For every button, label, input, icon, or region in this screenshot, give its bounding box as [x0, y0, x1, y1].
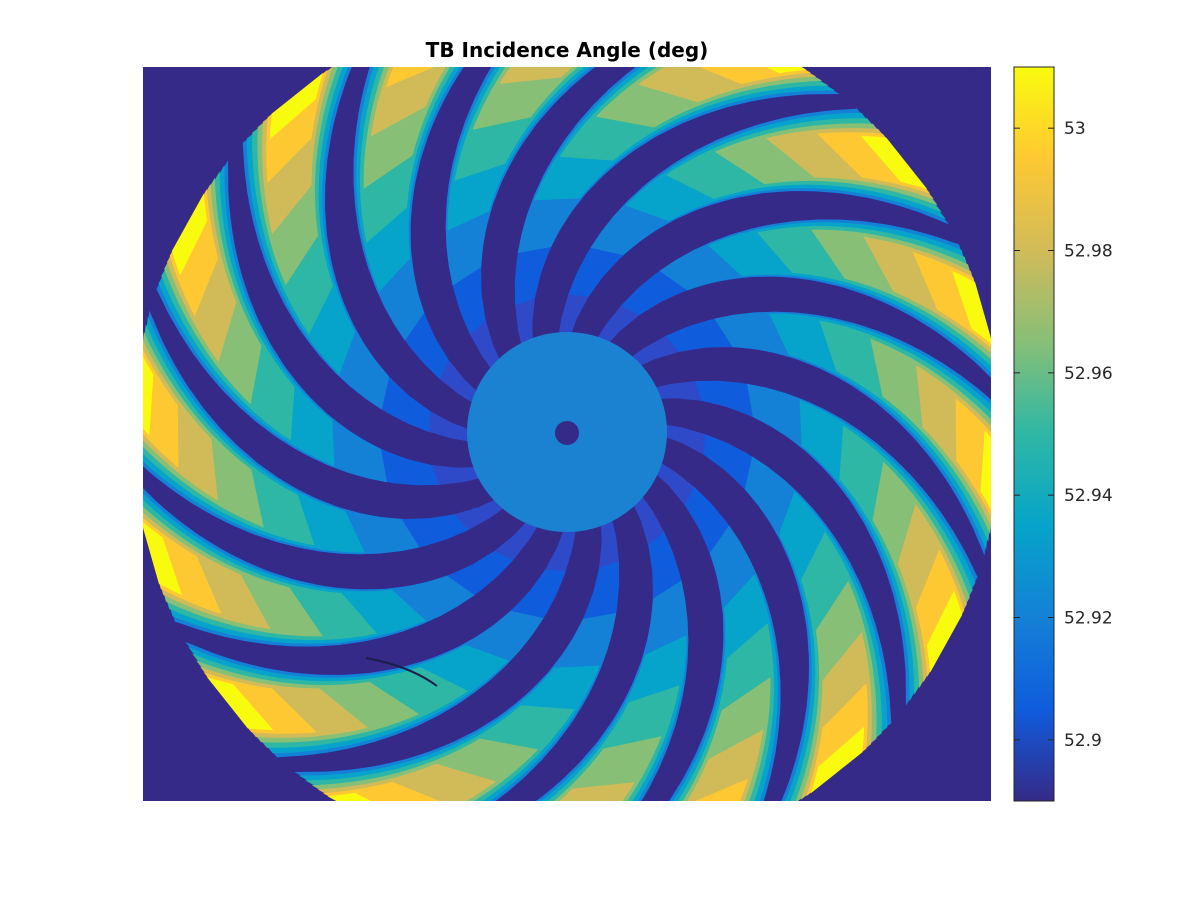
swath-contour-band — [565, 0, 650, 19]
swath — [649, 458, 781, 859]
swath — [656, 423, 892, 801]
swath-contour-band — [695, 778, 748, 801]
swath — [645, 380, 978, 706]
swath-contour-band — [143, 356, 154, 436]
swath — [623, 311, 991, 556]
colorbar-frame — [1013, 66, 1055, 802]
swath-contour-band — [143, 324, 315, 546]
colorbar: 52.9 52.92 52.94 52.96 52.98 53 — [1013, 66, 1113, 802]
swath-contour-band — [553, 736, 662, 801]
swath-contour-band — [143, 512, 271, 630]
swath-contour-band — [863, 236, 991, 354]
swath — [185, 522, 577, 758]
swath — [353, 67, 485, 408]
swath-contour-band — [386, 67, 434, 88]
swath — [480, 489, 689, 868]
swath-contour-band — [171, 193, 208, 276]
swath — [445, 0, 650, 377]
swath-contour-band — [980, 430, 991, 510]
swath — [294, 511, 620, 801]
colorbar-tick-label: 52.94 — [1064, 486, 1113, 506]
colorbar-tick-label: 52.9 — [1064, 731, 1102, 751]
colorbar-gradient — [1014, 67, 1054, 801]
plot-area — [143, 0, 991, 868]
swath — [143, 310, 511, 555]
swath — [557, 108, 949, 344]
colorbar-ticks: 52.9 52.92 52.94 52.96 52.98 53 — [1014, 119, 1113, 751]
colorbar-tick-label: 52.96 — [1064, 364, 1113, 384]
chart-title: TB Incidence Angle (deg) — [426, 38, 709, 62]
swath-contour-band — [206, 676, 274, 731]
swath-contour-band — [810, 726, 865, 794]
swath-contour-band — [860, 135, 928, 190]
swath — [143, 488, 542, 647]
swath — [592, 219, 991, 378]
colorbar-tick-label: 52.98 — [1064, 242, 1113, 262]
swath-contour-band — [819, 320, 991, 542]
swath — [156, 160, 489, 486]
center-hole — [555, 421, 579, 445]
swath-contour-band — [454, 67, 584, 181]
swath-contour-band — [766, 67, 807, 74]
swath-contour-band — [952, 270, 991, 344]
swath-contour-band — [485, 847, 570, 868]
swath-contour-band — [269, 72, 324, 140]
swath-contour-band — [143, 522, 182, 596]
swath — [514, 67, 840, 355]
swath-contour-band — [499, 67, 573, 84]
swath-contour-band — [143, 331, 264, 528]
swath-contour-band — [547, 685, 680, 801]
swath-contour-band — [916, 365, 991, 526]
swath-contour-band — [143, 340, 218, 501]
colorbar-tick-label: 52.92 — [1064, 609, 1113, 629]
swath-contour-band — [870, 338, 991, 535]
swath-contour-band — [926, 590, 963, 673]
swath — [242, 67, 478, 443]
swath-contour-band — [559, 782, 635, 801]
swath-contour-band — [655, 818, 730, 859]
colorbar-tick-label: 53 — [1064, 119, 1086, 139]
swath-contour-band — [480, 822, 602, 868]
swath-contour-band — [472, 67, 578, 130]
scan-arc-artifact — [365, 657, 438, 687]
swath-group — [143, 0, 991, 868]
swath-contour-band — [327, 792, 372, 801]
